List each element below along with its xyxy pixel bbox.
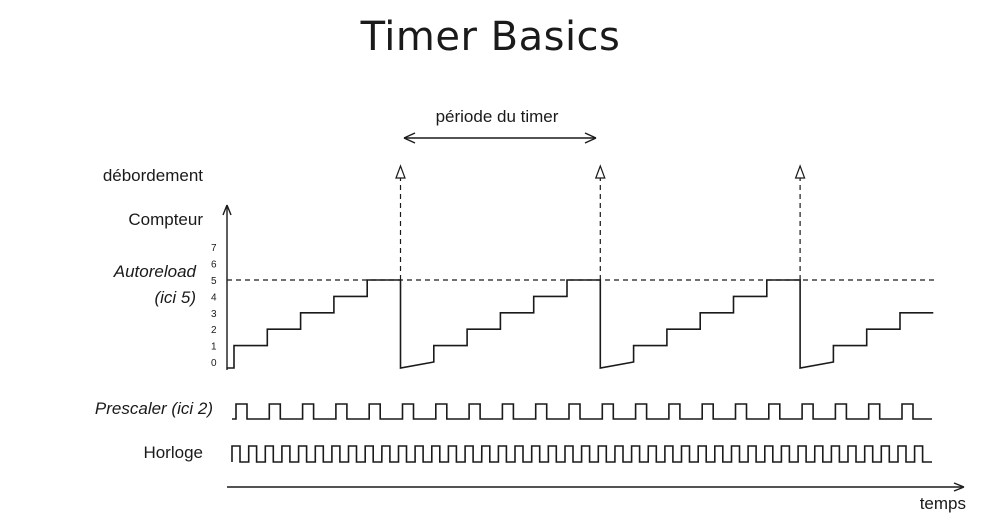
overflow-markers (395, 164, 806, 280)
periode-arrow (403, 132, 597, 144)
page-title: Timer Basics (360, 14, 621, 60)
periode-label: période du timer (436, 107, 559, 126)
overflow-marker-3 (794, 164, 806, 280)
counter-tick-2: 2 (211, 325, 217, 336)
prescaler-label: Prescaler (ici 2) (95, 399, 213, 418)
compteur-label: Compteur (128, 210, 203, 229)
overflow-marker-1 (395, 164, 406, 280)
autoreload-label: Autoreload (113, 262, 197, 281)
time-axis (227, 482, 965, 492)
counter-tick-4: 4 (211, 292, 217, 303)
counter-tick-7: 7 (211, 243, 217, 254)
temps-label: temps (920, 494, 966, 513)
overflow-marker-2 (594, 164, 606, 280)
counter-axis (222, 204, 232, 370)
counter-tick-6: 6 (211, 260, 217, 271)
counter-tick-labels: 0 1 2 3 4 5 6 7 (211, 243, 217, 369)
horloge-label: Horloge (143, 443, 203, 462)
counter-tick-3: 3 (211, 309, 217, 320)
counter-tick-0: 0 (211, 358, 217, 369)
counter-tick-1: 1 (211, 342, 217, 353)
counter-tick-5: 5 (211, 276, 217, 287)
prescaler-signal (232, 403, 932, 420)
ici5-label: (ici 5) (154, 288, 196, 307)
debordement-label: débordement (103, 166, 203, 185)
clock-signal (231, 445, 932, 463)
counter-signal (227, 279, 934, 369)
